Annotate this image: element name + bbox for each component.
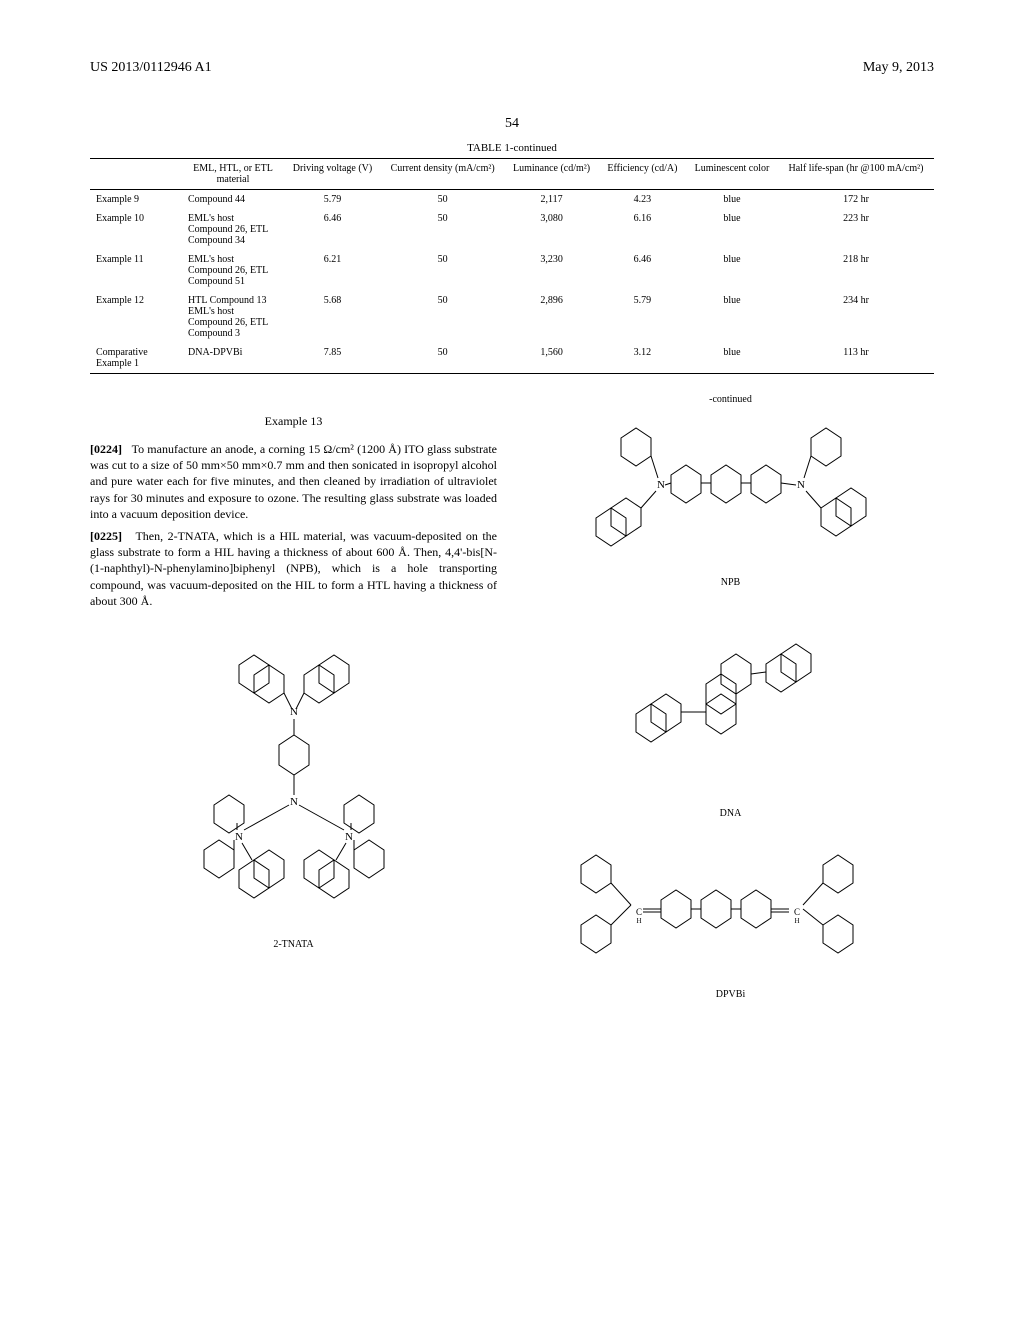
para-num-0225: [0225]: [90, 529, 122, 543]
table-head-row: EML, HTL, or ETL material Driving voltag…: [90, 159, 934, 190]
label-npb: NPB: [527, 577, 934, 588]
label-dpvbi: DPVBi: [527, 989, 934, 1000]
col-h4: Luminance (cd/m²): [504, 159, 599, 190]
para-text-0224: To manufacture an anode, a corning 15 Ω/…: [90, 442, 497, 521]
col-h7: Half life-span (hr @100 mA/cm²): [778, 159, 934, 190]
svg-text:N: N: [235, 831, 243, 843]
svg-text:H: H: [794, 917, 799, 925]
table-row: Example 10EML's host Compound 26, ETL Co…: [90, 209, 934, 250]
table-row: Example 11EML's host Compound 26, ETL Co…: [90, 250, 934, 291]
continued-label: -continued: [527, 394, 934, 405]
content-columns: Example 13 [0224] To manufacture an anod…: [90, 394, 934, 1016]
col-h6: Luminescent color: [686, 159, 778, 190]
paragraph-0224: [0224] To manufacture an anode, a cornin…: [90, 441, 497, 522]
page-header: US 2013/0112946 A1 May 9, 2013: [90, 60, 934, 76]
structure-dpvbi-icon: C H C H: [561, 835, 901, 985]
label-dna: DNA: [527, 808, 934, 819]
results-table: EML, HTL, or ETL material Driving voltag…: [90, 158, 934, 374]
col-h1: EML, HTL, or ETL material: [182, 159, 284, 190]
svg-text:N: N: [797, 479, 805, 491]
table-row: Example 12HTL Compound 13 EML's host Com…: [90, 291, 934, 343]
svg-text:N: N: [345, 831, 353, 843]
patent-id: US 2013/0112946 A1: [90, 60, 212, 76]
para-text-0225: Then, 2-TNATA, which is a HIL material, …: [90, 529, 497, 608]
structure-2-tnata-icon: N N N: [144, 615, 444, 935]
svg-text:N: N: [657, 479, 665, 491]
paragraph-0225: [0225] Then, 2-TNATA, which is a HIL mat…: [90, 528, 497, 609]
table-caption: TABLE 1-continued: [90, 142, 934, 154]
col-h2: Driving voltage (V): [284, 159, 381, 190]
para-num-0224: [0224]: [90, 442, 122, 456]
svg-text:N: N: [290, 796, 298, 808]
label-2-tnata: 2-TNATA: [90, 939, 497, 950]
col-h3: Current density (mA/cm²): [381, 159, 504, 190]
col-h0: [90, 159, 182, 190]
page-number: 54: [90, 116, 934, 132]
patent-date: May 9, 2013: [863, 60, 934, 76]
table-row: Example 9Compound 445.79502,1174.23blue1…: [90, 190, 934, 210]
svg-text:C: C: [635, 907, 641, 917]
col-h5: Efficiency (cd/A): [599, 159, 686, 190]
left-column: Example 13 [0224] To manufacture an anod…: [90, 394, 497, 1016]
structure-npb-icon: N N: [571, 413, 891, 573]
table-row: Comparative Example 1DNA-DPVBi7.85501,56…: [90, 343, 934, 374]
example-heading: Example 13: [90, 414, 497, 429]
svg-text:H: H: [636, 917, 641, 925]
svg-text:C: C: [793, 907, 799, 917]
structure-dna-icon: [591, 604, 871, 804]
right-column: -continued N N: [527, 394, 934, 1016]
